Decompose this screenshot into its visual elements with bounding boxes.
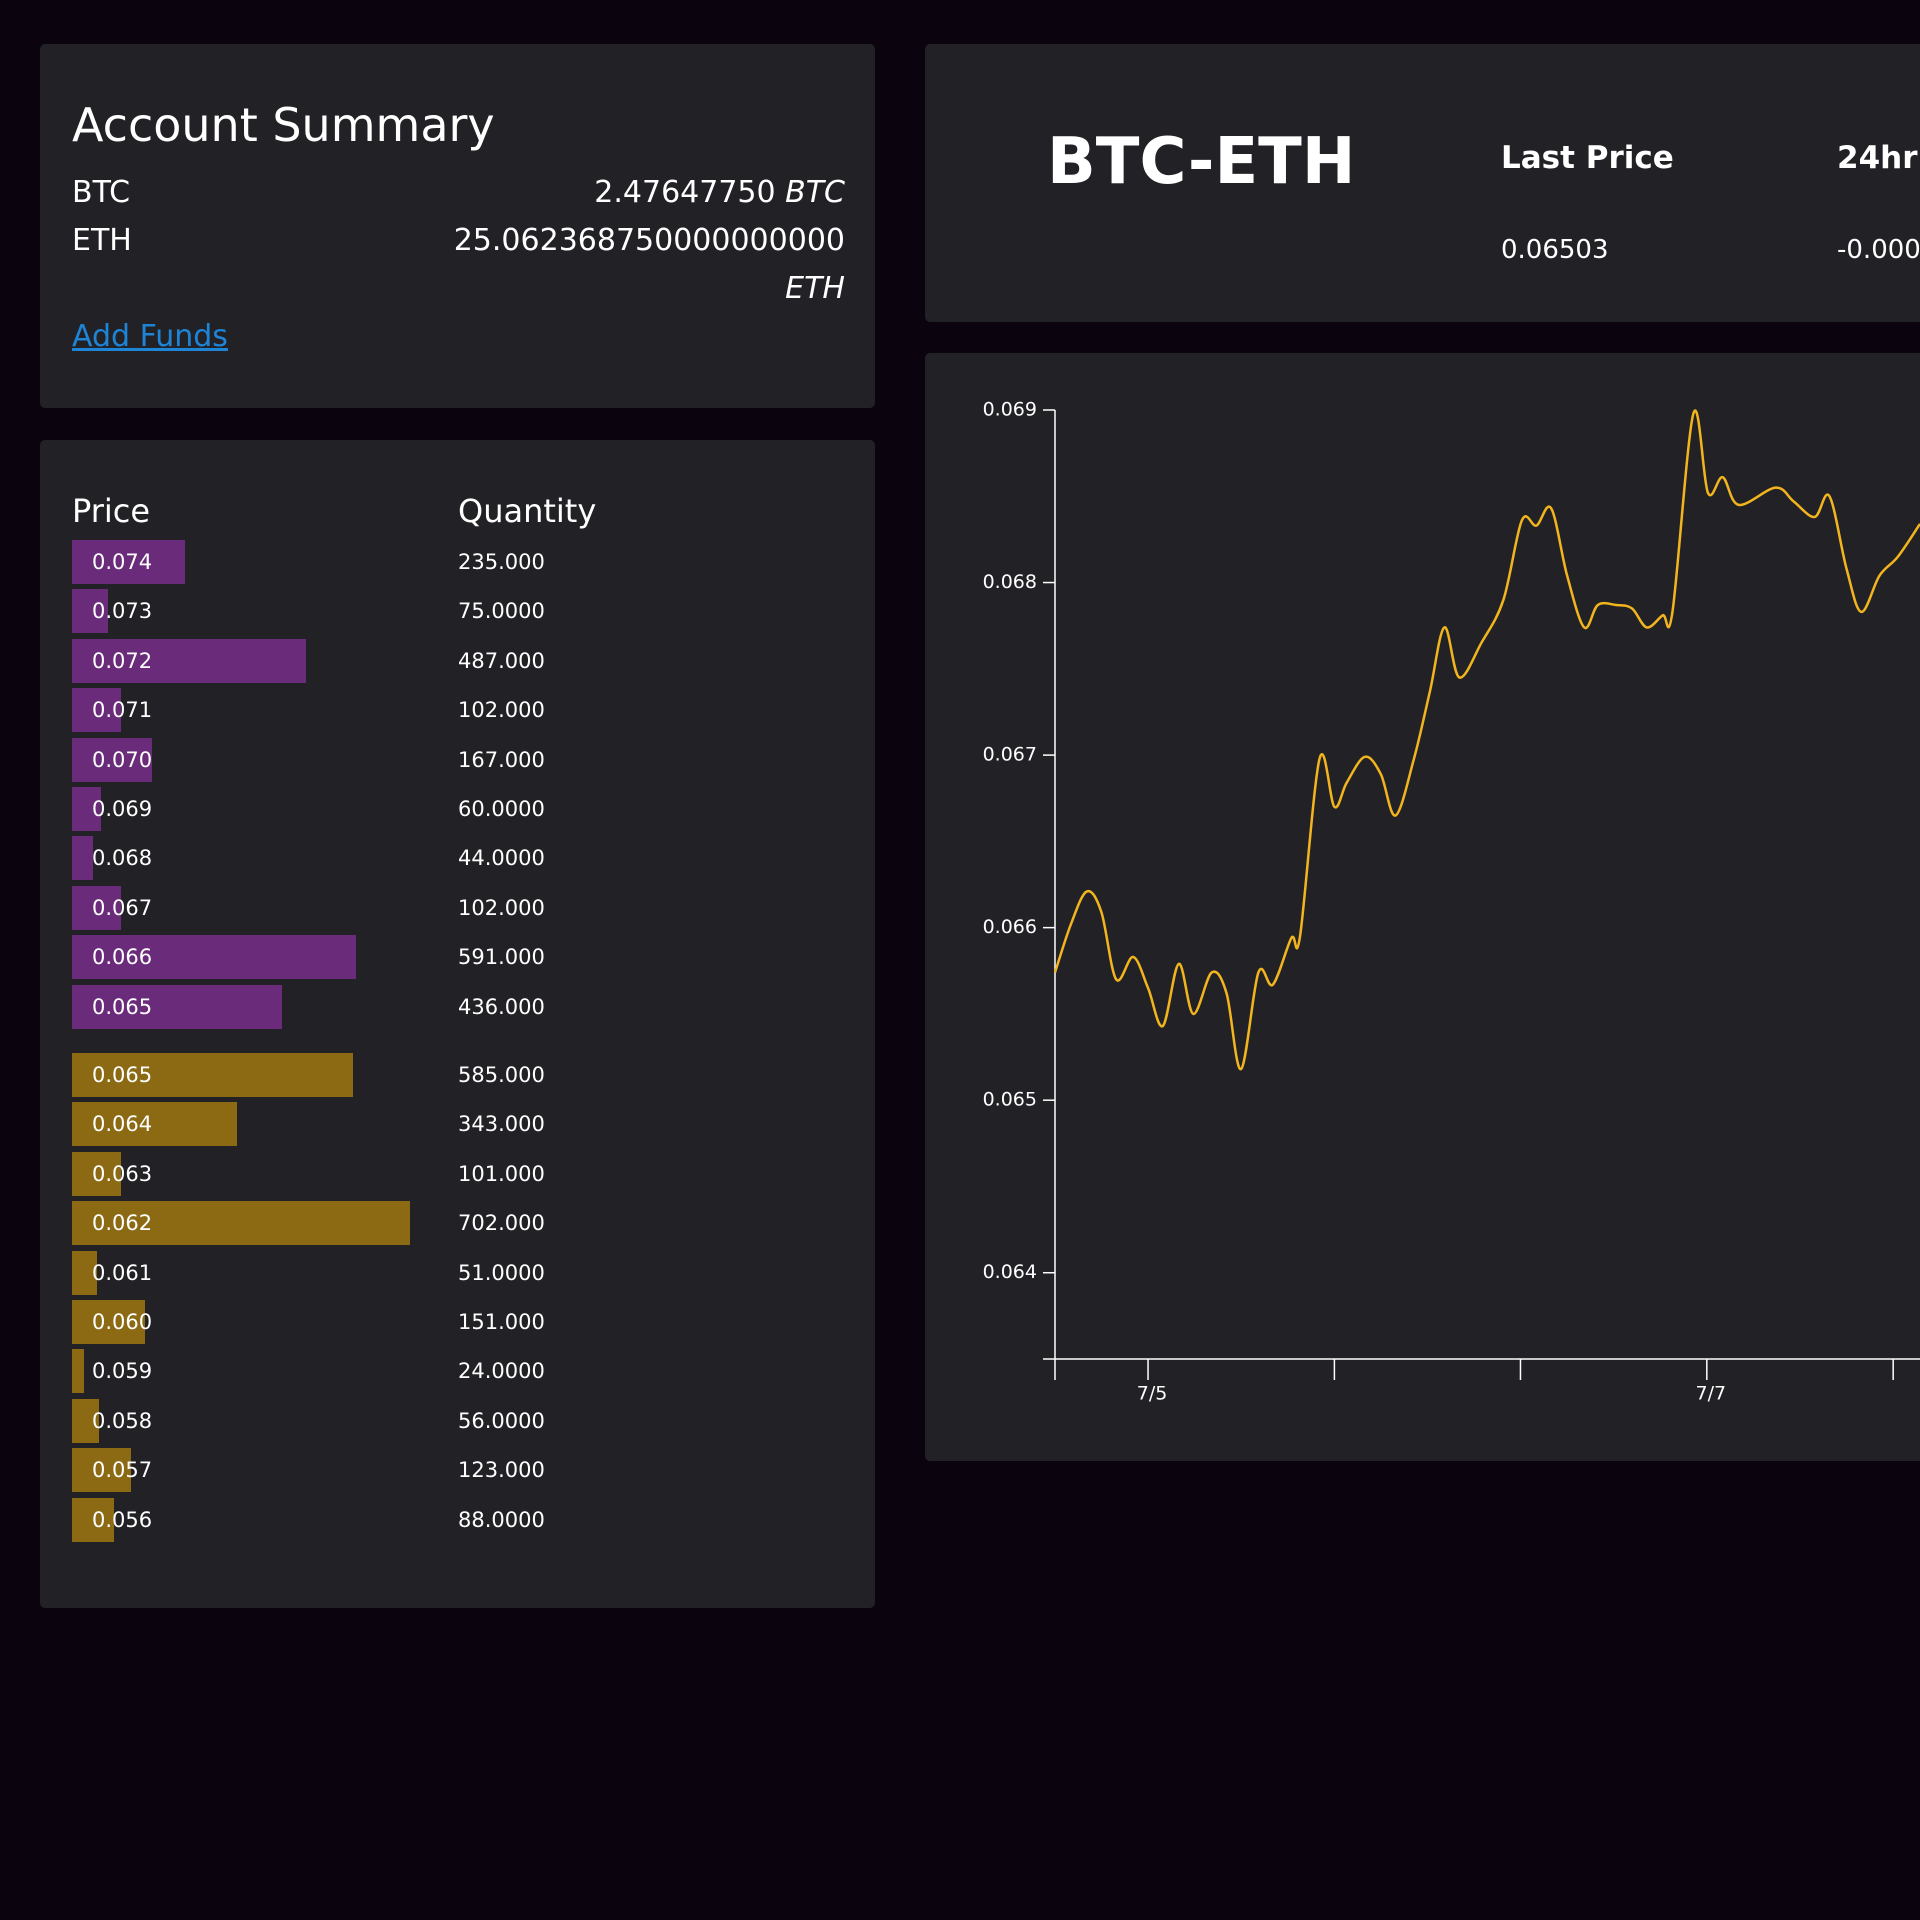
y-tick-label: 0.065	[983, 1089, 1037, 1111]
depth-bar	[72, 1398, 99, 1443]
depth-bar	[72, 984, 282, 1029]
price: 0.061	[92, 1260, 153, 1285]
depth-bar	[72, 737, 153, 782]
price: 0.060	[92, 1310, 153, 1334]
depth-bar	[72, 638, 307, 683]
price: 0.072	[92, 648, 153, 673]
quantity: 88.0000	[458, 1507, 545, 1532]
depth-bar	[72, 1053, 354, 1097]
quantity: 702.000	[458, 1211, 545, 1236]
price: 0.070	[92, 747, 153, 772]
depth-bar	[72, 1151, 121, 1196]
quantity: 151.000	[458, 1310, 545, 1334]
quantity: 101.000	[458, 1161, 545, 1186]
price-line	[1053, 409, 1920, 1071]
currency: ETH	[72, 223, 132, 258]
depth-bar	[72, 589, 109, 634]
price: 0.058	[92, 1408, 153, 1433]
add-funds-link[interactable]: Add Funds	[72, 319, 228, 354]
price: 0.064	[92, 1112, 153, 1137]
y-tick-label: 0.069	[983, 399, 1037, 421]
column-header: Price	[72, 492, 151, 530]
pair-title: BTC-ETH	[1047, 125, 1356, 199]
currency: BTC	[72, 175, 131, 210]
price: 0.071	[92, 698, 153, 723]
quantity: 75.0000	[458, 599, 545, 624]
price: 0.069	[92, 797, 153, 821]
amount: 25.062368750000000000	[453, 223, 845, 258]
quantity: 102.000	[458, 895, 545, 920]
y-tick-label: 0.064	[983, 1261, 1037, 1283]
quantity: 24.0000	[458, 1359, 545, 1384]
quantity: 487.000	[458, 648, 545, 673]
stat-label: Last Price	[1501, 140, 1674, 176]
quantity: 123.000	[458, 1458, 545, 1483]
depth-bar	[72, 935, 357, 980]
account-title: Account Summary	[72, 98, 495, 152]
quantity: 343.000	[458, 1112, 545, 1137]
quantity: 591.000	[458, 945, 545, 970]
quantity: 235.000	[458, 550, 545, 574]
quantity: 102.000	[458, 698, 545, 723]
price: 0.073	[92, 599, 153, 624]
quantity: 436.000	[458, 994, 545, 1019]
depth-bar	[72, 688, 122, 733]
market-panel	[925, 44, 1920, 322]
price: 0.065	[92, 994, 153, 1019]
account-panel	[40, 44, 875, 408]
price: 0.057	[92, 1458, 153, 1483]
price: 0.062	[92, 1211, 153, 1236]
price: 0.067	[92, 895, 153, 920]
quantity: 44.0000	[458, 846, 545, 871]
depth-bar	[72, 1250, 97, 1295]
quantity: 585.000	[458, 1063, 545, 1087]
price: 0.066	[92, 945, 153, 970]
column-header: Quantity	[458, 492, 597, 530]
chart-panel	[925, 353, 1920, 1461]
depth-bar	[72, 1448, 132, 1493]
balance: 2.47647750 BTC	[594, 178, 845, 208]
price: 0.059	[92, 1359, 153, 1384]
depth-bar	[72, 1497, 115, 1542]
stat-value: -0.0007	[1837, 235, 1920, 265]
price: 0.074	[92, 550, 153, 574]
quantity: 56.0000	[458, 1408, 545, 1433]
unit: BTC	[785, 175, 845, 210]
stat-value: 0.06503	[1501, 235, 1609, 265]
stat-label: 24hr Change	[1837, 140, 1920, 176]
y-tick-label: 0.068	[983, 571, 1037, 593]
depth-bar	[72, 1201, 410, 1246]
depth-bar	[72, 836, 94, 881]
x-tick-label: 7/7	[1696, 1383, 1727, 1405]
unit: ETH	[785, 271, 845, 306]
y-tick-label: 0.067	[983, 744, 1037, 766]
depth-bar	[72, 1349, 84, 1394]
quantity: 60.0000	[458, 797, 545, 821]
depth-bar	[72, 787, 101, 831]
x-tick-label: 7/5	[1137, 1383, 1168, 1405]
amount: 2.47647750	[594, 175, 776, 210]
quantity: 51.0000	[458, 1260, 545, 1285]
y-tick-label: 0.066	[983, 916, 1037, 938]
depth-bar	[72, 885, 122, 930]
price: 0.063	[92, 1161, 153, 1186]
price: 0.065	[92, 1063, 153, 1087]
depth-bar	[72, 540, 186, 584]
depth-bar	[72, 1300, 145, 1344]
quantity: 167.000	[458, 747, 545, 772]
price: 0.056	[92, 1507, 153, 1532]
price: 0.068	[92, 846, 153, 871]
depth-bar	[72, 1102, 237, 1147]
